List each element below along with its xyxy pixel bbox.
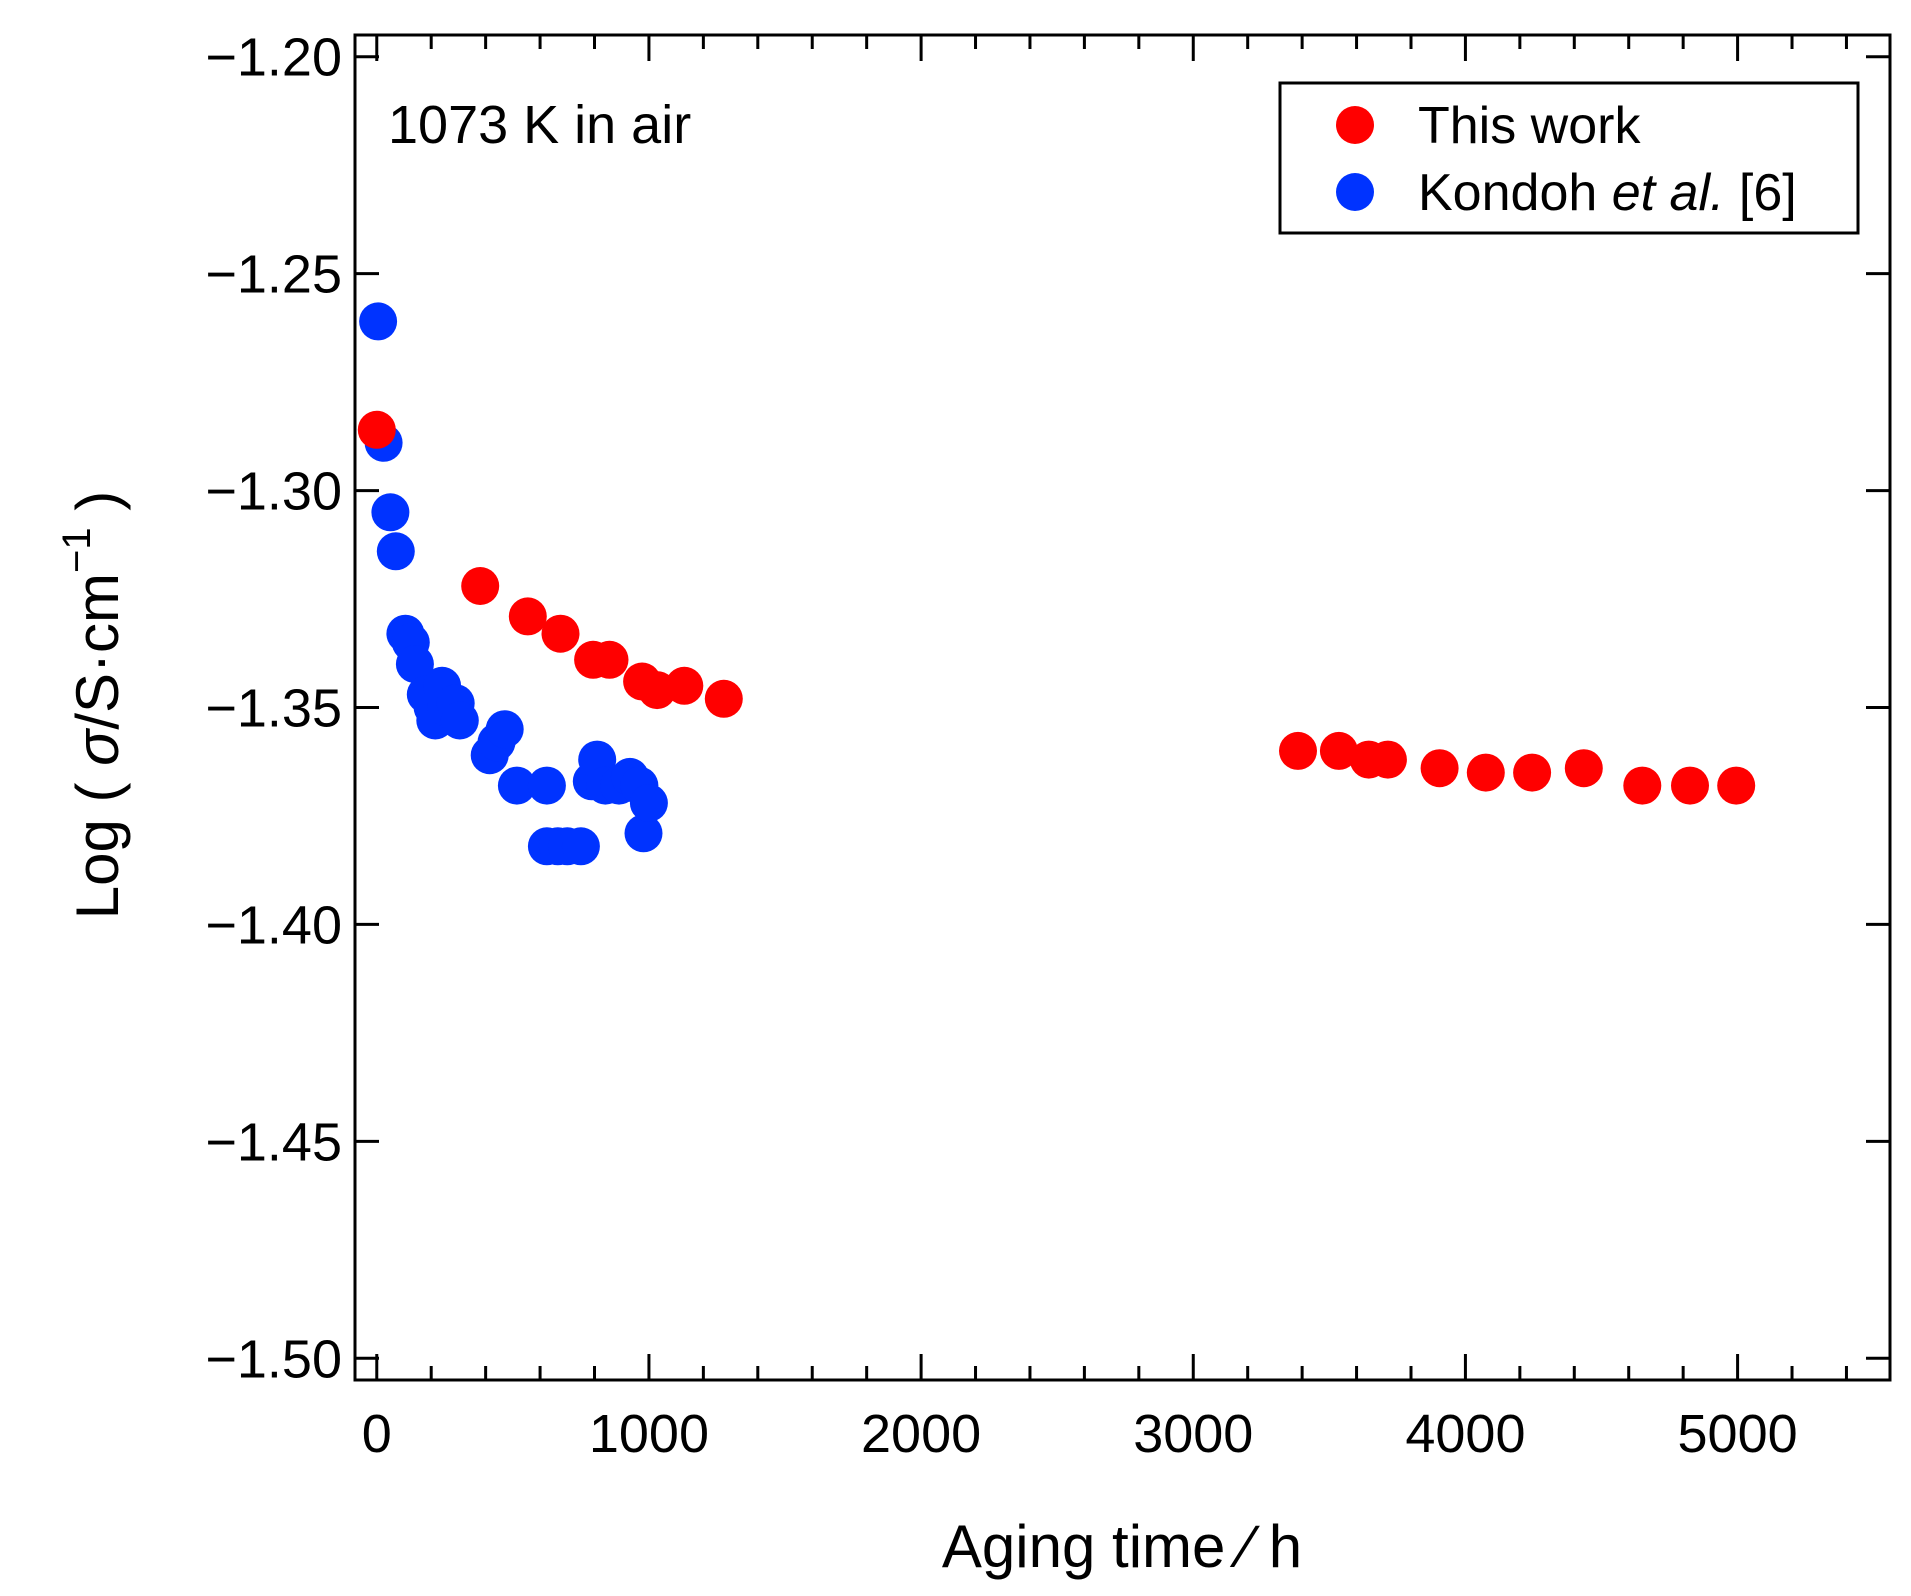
- point-this-work: [1319, 731, 1358, 770]
- x-tick-label: 5000: [1678, 1404, 1798, 1464]
- legend-box: [1278, 81, 1860, 235]
- x-tick-label: 1000: [589, 1404, 709, 1464]
- y-tick-label: −1.20: [205, 28, 342, 88]
- legend-marker-kondoh: [1336, 173, 1374, 211]
- point-this-work: [541, 614, 580, 653]
- point-this-work: [1564, 749, 1603, 788]
- point-kondoh-et-al-6: [440, 701, 479, 740]
- tick-labels: −1.20 −1.25 −1.30 −1.35 −1.40 −1.45 −1.50 0 1000…: [205, 28, 1797, 1464]
- point-kondoh-et-al-6: [371, 493, 410, 532]
- x-tick-label: 2000: [861, 1404, 981, 1464]
- point-kondoh-et-al-6: [359, 302, 398, 341]
- point-kondoh-et-al-6: [376, 532, 415, 571]
- point-kondoh-et-al-6: [561, 827, 600, 866]
- data-points: [357, 302, 1756, 866]
- y-tick-label: −1.50: [205, 1329, 342, 1389]
- y-tick-label: −1.35: [205, 679, 342, 739]
- plot-frame: [353, 33, 1892, 1382]
- point-this-work: [590, 640, 629, 679]
- point-this-work: [1513, 753, 1552, 792]
- point-this-work: [1623, 766, 1662, 805]
- point-kondoh-et-al-6: [629, 784, 668, 822]
- point-kondoh-et-al-6: [497, 766, 536, 805]
- point-this-work: [1420, 749, 1459, 788]
- point-this-work: [357, 410, 396, 449]
- y-tick-label: −1.45: [205, 1112, 342, 1172]
- condition-annotation: 1073 K in air: [388, 95, 691, 155]
- point-this-work: [1368, 740, 1407, 779]
- x-axis-title: Aging time ∕ h: [942, 1513, 1302, 1580]
- axis-ticks: [355, 35, 1890, 1380]
- point-kondoh-et-al-6: [527, 766, 566, 805]
- legend-marker-this-work: [1336, 106, 1374, 144]
- y-tick-label: −1.40: [205, 895, 342, 955]
- y-axis-title: Log ( σ/S·cm−1 ): [55, 491, 131, 920]
- x-tick-label: 4000: [1405, 1404, 1525, 1464]
- point-this-work: [508, 597, 547, 636]
- point-this-work: [665, 666, 704, 705]
- point-this-work: [704, 679, 743, 718]
- x-tick-label: 0: [362, 1404, 392, 1464]
- legend-label-this-work: This work: [1418, 97, 1641, 155]
- y-tick-label: −1.25: [205, 245, 342, 305]
- point-kondoh-et-al-6: [485, 710, 524, 749]
- y-tick-label: −1.30: [205, 462, 342, 522]
- point-this-work: [1279, 731, 1317, 770]
- point-this-work: [1671, 766, 1709, 805]
- x-tick-label: 3000: [1133, 1404, 1253, 1464]
- point-this-work: [1466, 753, 1505, 792]
- point-this-work: [461, 567, 500, 605]
- legend: This work Kondoh et al. [6]: [1278, 81, 1860, 235]
- point-this-work: [1717, 766, 1756, 805]
- point-kondoh-et-al-6: [395, 645, 434, 684]
- legend-label-kondoh: Kondoh et al. [6]: [1418, 164, 1797, 222]
- point-kondoh-et-al-6: [624, 814, 663, 853]
